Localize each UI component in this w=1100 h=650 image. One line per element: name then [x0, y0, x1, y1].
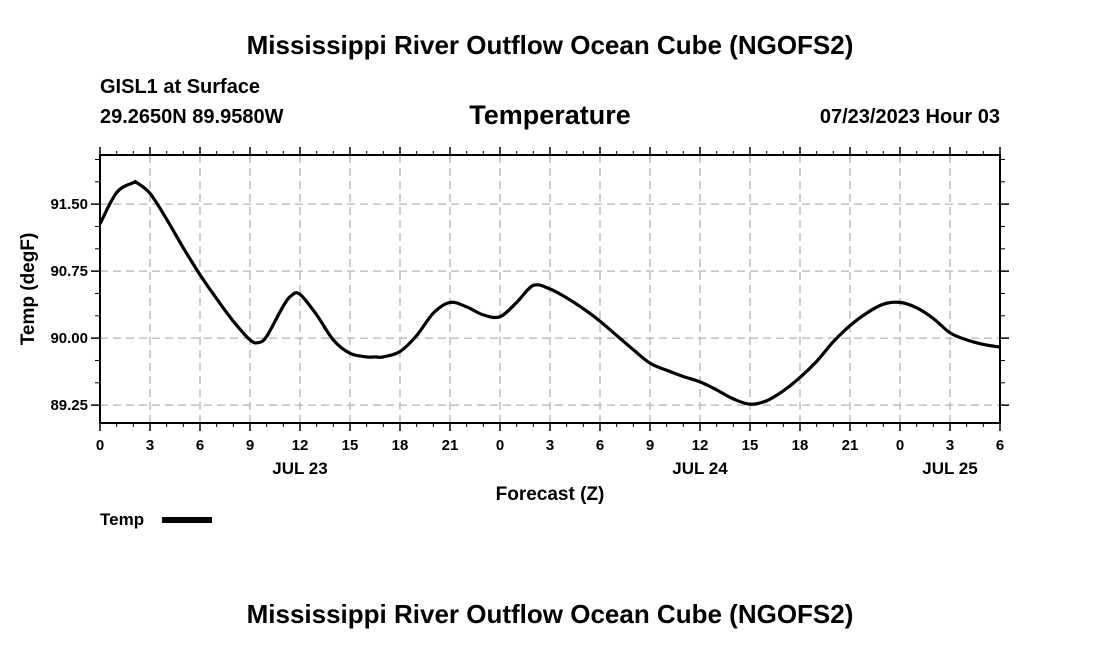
legend-swatch-temp	[162, 517, 212, 523]
x-tick-label: 21	[442, 437, 459, 454]
x-tick-label: 12	[292, 437, 309, 454]
x-tick-label: 9	[246, 437, 254, 454]
x-tick-label: 0	[96, 437, 104, 454]
x-tick-label: 15	[742, 437, 759, 454]
y-tick-label: 90.00	[50, 330, 88, 347]
figure-title: Mississippi River Outflow Ocean Cube (NG…	[246, 30, 854, 60]
x-tick-label: 18	[792, 437, 809, 454]
x-tick-label: 0	[896, 437, 904, 454]
x-tick-label: 6	[596, 437, 604, 454]
legend: Temp	[100, 510, 212, 529]
x-tick-label: 0	[496, 437, 504, 454]
y-tick-label: 90.75	[50, 263, 88, 280]
x-tick-label: 9	[646, 437, 654, 454]
x-tick-label: 3	[946, 437, 954, 454]
x-tick-label: 21	[842, 437, 859, 454]
series-line-temp	[98, 179, 1001, 406]
x-tick-label: 18	[392, 437, 409, 454]
x-tick-label: 3	[546, 437, 554, 454]
y-axis-title: Temp (degF)	[18, 233, 39, 346]
axis-tick-labels: 0 3 6 9 12 15 18 21 0 3 6 9 12 15 18 21 0 3 6 JUL 23 JUL 24 J…	[50, 196, 1004, 478]
x-tick-label: 15	[342, 437, 359, 454]
y-tick-label: 91.50	[50, 196, 88, 213]
x-tick-label: 6	[196, 437, 204, 454]
legend-label: Temp	[100, 510, 144, 529]
x-tick-label: 3	[146, 437, 154, 454]
date-label: JUL 23	[272, 459, 327, 478]
chart-subtitle: Temperature	[469, 100, 631, 130]
x-axis-title: Forecast (Z)	[496, 484, 605, 505]
station-coordinates: 29.2650N 89.9580W	[100, 106, 284, 128]
x-tick-label: 6	[996, 437, 1004, 454]
station-label: GISL1 at Surface	[100, 76, 261, 98]
axis-ticks	[91, 147, 1009, 431]
series-layer	[98, 179, 1001, 406]
date-label: JUL 25	[922, 459, 977, 478]
footer-title: Mississippi River Outflow Ocean Cube (NG…	[246, 599, 854, 629]
forecast-datetime: 07/23/2023 Hour 03	[819, 106, 1000, 128]
date-label: JUL 24	[672, 459, 728, 478]
y-tick-label: 89.25	[50, 397, 88, 414]
x-tick-label: 12	[692, 437, 709, 454]
